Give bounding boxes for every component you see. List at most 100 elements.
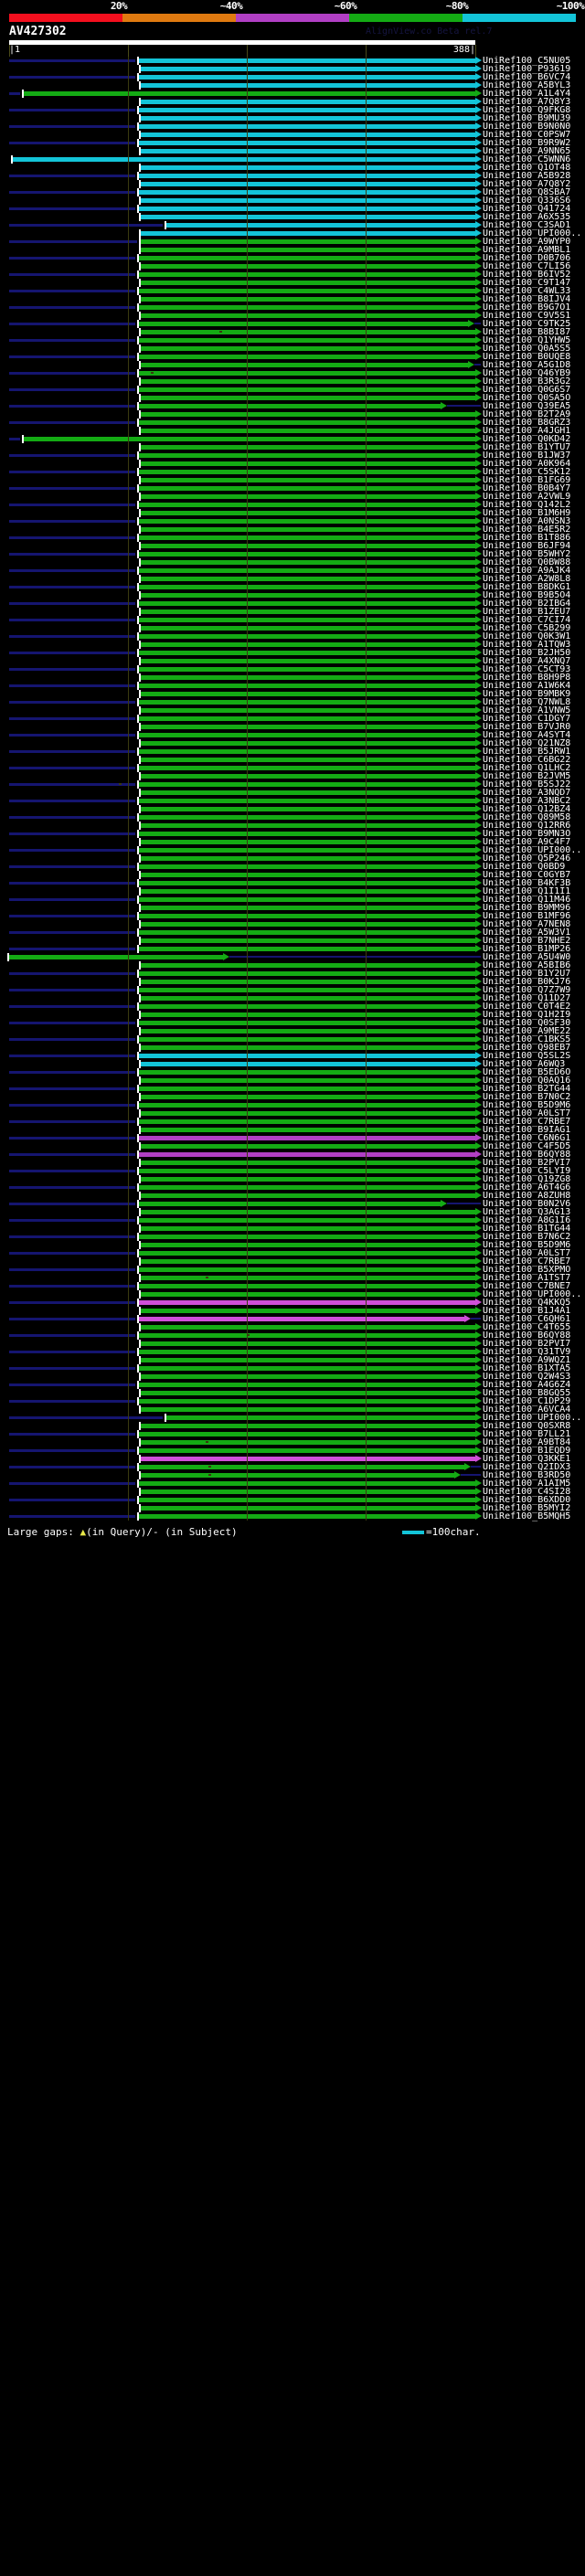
hit-row[interactable]: UniRef100_Q0K3W1 — [0, 631, 585, 641]
hit-row[interactable]: UniRef100_A6VCA4 — [0, 1405, 585, 1415]
hsp-bar[interactable] — [141, 675, 475, 680]
hsp-bar[interactable] — [139, 815, 475, 820]
hsp-bar[interactable] — [139, 1432, 475, 1436]
hit-label[interactable]: UniRef100_A5B928 — [483, 171, 571, 181]
hit-row[interactable]: UniRef100_A1W6K4 — [0, 681, 585, 691]
hit-label[interactable]: UniRef100_C1BKS5 — [483, 1034, 571, 1044]
hit-label[interactable]: UniRef100_B1TG44 — [483, 1224, 571, 1234]
hit-label[interactable]: UniRef100_B7NHE2 — [483, 936, 571, 946]
hit-row[interactable]: UniRef100_B6JF94 — [0, 541, 585, 551]
hit-label[interactable]: UniRef100_C5WNN6 — [483, 154, 571, 164]
hit-label[interactable]: UniRef100_A7Q8Y3 — [483, 97, 571, 107]
hsp-bar[interactable] — [141, 182, 475, 186]
hit-label[interactable]: UniRef100_Q0BW88 — [483, 557, 571, 567]
hsp-bar[interactable] — [141, 1210, 475, 1214]
hsp-bar[interactable] — [139, 684, 475, 688]
hit-label[interactable]: UniRef100_A9NN65 — [483, 146, 571, 156]
hsp-bar[interactable] — [139, 272, 475, 277]
hit-label[interactable]: UniRef100_B2IBG4 — [483, 599, 571, 609]
hsp-bar[interactable] — [139, 1136, 475, 1140]
hsp-bar[interactable] — [139, 914, 475, 918]
hsp-bar[interactable] — [24, 437, 475, 441]
hsp-bar[interactable] — [141, 133, 475, 137]
hit-row[interactable]: UniRef100_A1TQW3 — [0, 640, 585, 650]
hsp-bar[interactable] — [139, 519, 475, 524]
hsp-bar[interactable] — [139, 1317, 464, 1321]
hsp-bar[interactable] — [141, 1111, 475, 1116]
hit-row[interactable]: UniRef100_B5D9M6 — [0, 1240, 585, 1250]
hit-row[interactable]: UniRef100_B5JRW1 — [0, 747, 585, 757]
hit-row[interactable]: UniRef100_Q4KKQ5 — [0, 1298, 585, 1308]
hit-label[interactable]: UniRef100_B2PVI7 — [483, 1339, 571, 1349]
hit-row[interactable]: UniRef100_Q0G6S7 — [0, 385, 585, 395]
hsp-bar[interactable] — [139, 141, 475, 145]
hit-label[interactable]: UniRef100_A9WQZ1 — [483, 1355, 571, 1365]
hsp-bar[interactable] — [141, 741, 475, 746]
hit-label[interactable]: UniRef100_Q3AG13 — [483, 1207, 571, 1217]
hsp-bar[interactable] — [141, 1424, 475, 1428]
hit-label[interactable]: UniRef100_C5B299 — [483, 623, 571, 633]
hit-row[interactable]: UniRef100_C1DGY7 — [0, 714, 585, 724]
hit-row[interactable]: UniRef100_D0B706 — [0, 253, 585, 263]
hsp-bar[interactable] — [141, 248, 475, 252]
hit-label[interactable]: UniRef100_B5JRW1 — [483, 747, 571, 757]
hit-label[interactable]: UniRef100_B9G7O1 — [483, 302, 571, 313]
hsp-bar[interactable] — [141, 725, 475, 729]
hsp-bar[interactable] — [141, 774, 475, 779]
hit-row[interactable]: UniRef100_Q7Z7W9 — [0, 985, 585, 995]
hit-row[interactable]: UniRef100_B5MYI2 — [0, 1503, 585, 1513]
hit-label[interactable]: UniRef100_B8IJV4 — [483, 294, 571, 304]
hit-row[interactable]: UniRef100_A2W8L8 — [0, 574, 585, 584]
hit-label[interactable]: UniRef100_B2JVM5 — [483, 771, 571, 781]
hit-label[interactable]: UniRef100_B0UQE8 — [483, 352, 571, 362]
hsp-bar[interactable] — [141, 1489, 475, 1494]
hsp-bar[interactable] — [139, 503, 475, 507]
hsp-bar[interactable] — [141, 1193, 475, 1198]
hsp-bar[interactable] — [141, 1095, 475, 1099]
hit-label[interactable]: UniRef100_B2PVI7 — [483, 1158, 571, 1168]
hsp-bar[interactable] — [141, 938, 475, 943]
hsp-bar[interactable] — [139, 766, 475, 770]
hsp-bar[interactable] — [141, 511, 475, 515]
hit-label[interactable]: UniRef100_A9C4F7 — [483, 837, 571, 847]
hsp-bar[interactable] — [139, 108, 475, 112]
hsp-bar[interactable] — [139, 552, 475, 557]
hit-label[interactable]: UniRef100_A3NBC2 — [483, 796, 571, 806]
hit-label[interactable]: UniRef100_A6WQ3 — [483, 1059, 566, 1069]
hsp-bar[interactable] — [141, 215, 475, 219]
hit-label[interactable]: UniRef100_B6XDD0 — [483, 1495, 571, 1505]
hit-row[interactable]: UniRef100_C4F5D5 — [0, 1141, 585, 1151]
hsp-bar[interactable] — [141, 1391, 475, 1395]
hit-label[interactable]: UniRef100_Q0A5S5 — [483, 344, 571, 354]
hsp-bar[interactable] — [141, 1325, 475, 1330]
hit-label[interactable]: UniRef100_Q1I1I1 — [483, 886, 571, 896]
hit-label[interactable]: UniRef100_A5W3V1 — [483, 928, 571, 938]
hit-label[interactable]: UniRef100_Q1H2I9 — [483, 1010, 571, 1020]
hsp-bar[interactable] — [141, 1243, 475, 1247]
hsp-bar[interactable] — [141, 461, 475, 466]
hit-label[interactable]: UniRef100_C5NU05 — [483, 56, 571, 66]
hsp-bar[interactable] — [141, 840, 475, 844]
hsp-bar[interactable] — [141, 560, 475, 565]
hit-label[interactable]: UniRef100_B2T2A9 — [483, 409, 571, 419]
hit-label[interactable]: UniRef100_Q46YB9 — [483, 368, 571, 378]
hsp-bar[interactable] — [139, 848, 475, 853]
hit-row[interactable]: UniRef100_Q5SL2S — [0, 1051, 585, 1061]
hit-row[interactable]: UniRef100_B1FG69 — [0, 475, 585, 485]
hit-row[interactable]: UniRef100_C5LYI9 — [0, 1166, 585, 1176]
hit-label[interactable]: UniRef100_Q11M46 — [483, 895, 571, 905]
hit-row[interactable]: UniRef100_B1MP26 — [0, 944, 585, 954]
hsp-bar[interactable] — [141, 1161, 475, 1165]
hsp-bar[interactable] — [141, 116, 475, 121]
hit-row[interactable]: UniRef100_C9V5S1 — [0, 311, 585, 321]
hit-row[interactable]: UniRef100_A6WQ3 — [0, 1059, 585, 1069]
hit-label[interactable]: UniRef100_C5SK12 — [483, 467, 571, 477]
hit-label[interactable]: UniRef100_Q41724 — [483, 204, 571, 214]
hsp-bar[interactable] — [139, 1119, 475, 1124]
hsp-bar[interactable] — [9, 955, 223, 959]
hit-row[interactable]: UniRef100_Q89M58 — [0, 812, 585, 822]
hsp-bar[interactable] — [139, 1366, 475, 1371]
hit-row[interactable]: UniRef100_C7BNE7 — [0, 1281, 585, 1291]
hit-row[interactable]: UniRef100_C0GYB7 — [0, 870, 585, 880]
hit-row[interactable]: UniRef100_B1J4A1 — [0, 1306, 585, 1316]
